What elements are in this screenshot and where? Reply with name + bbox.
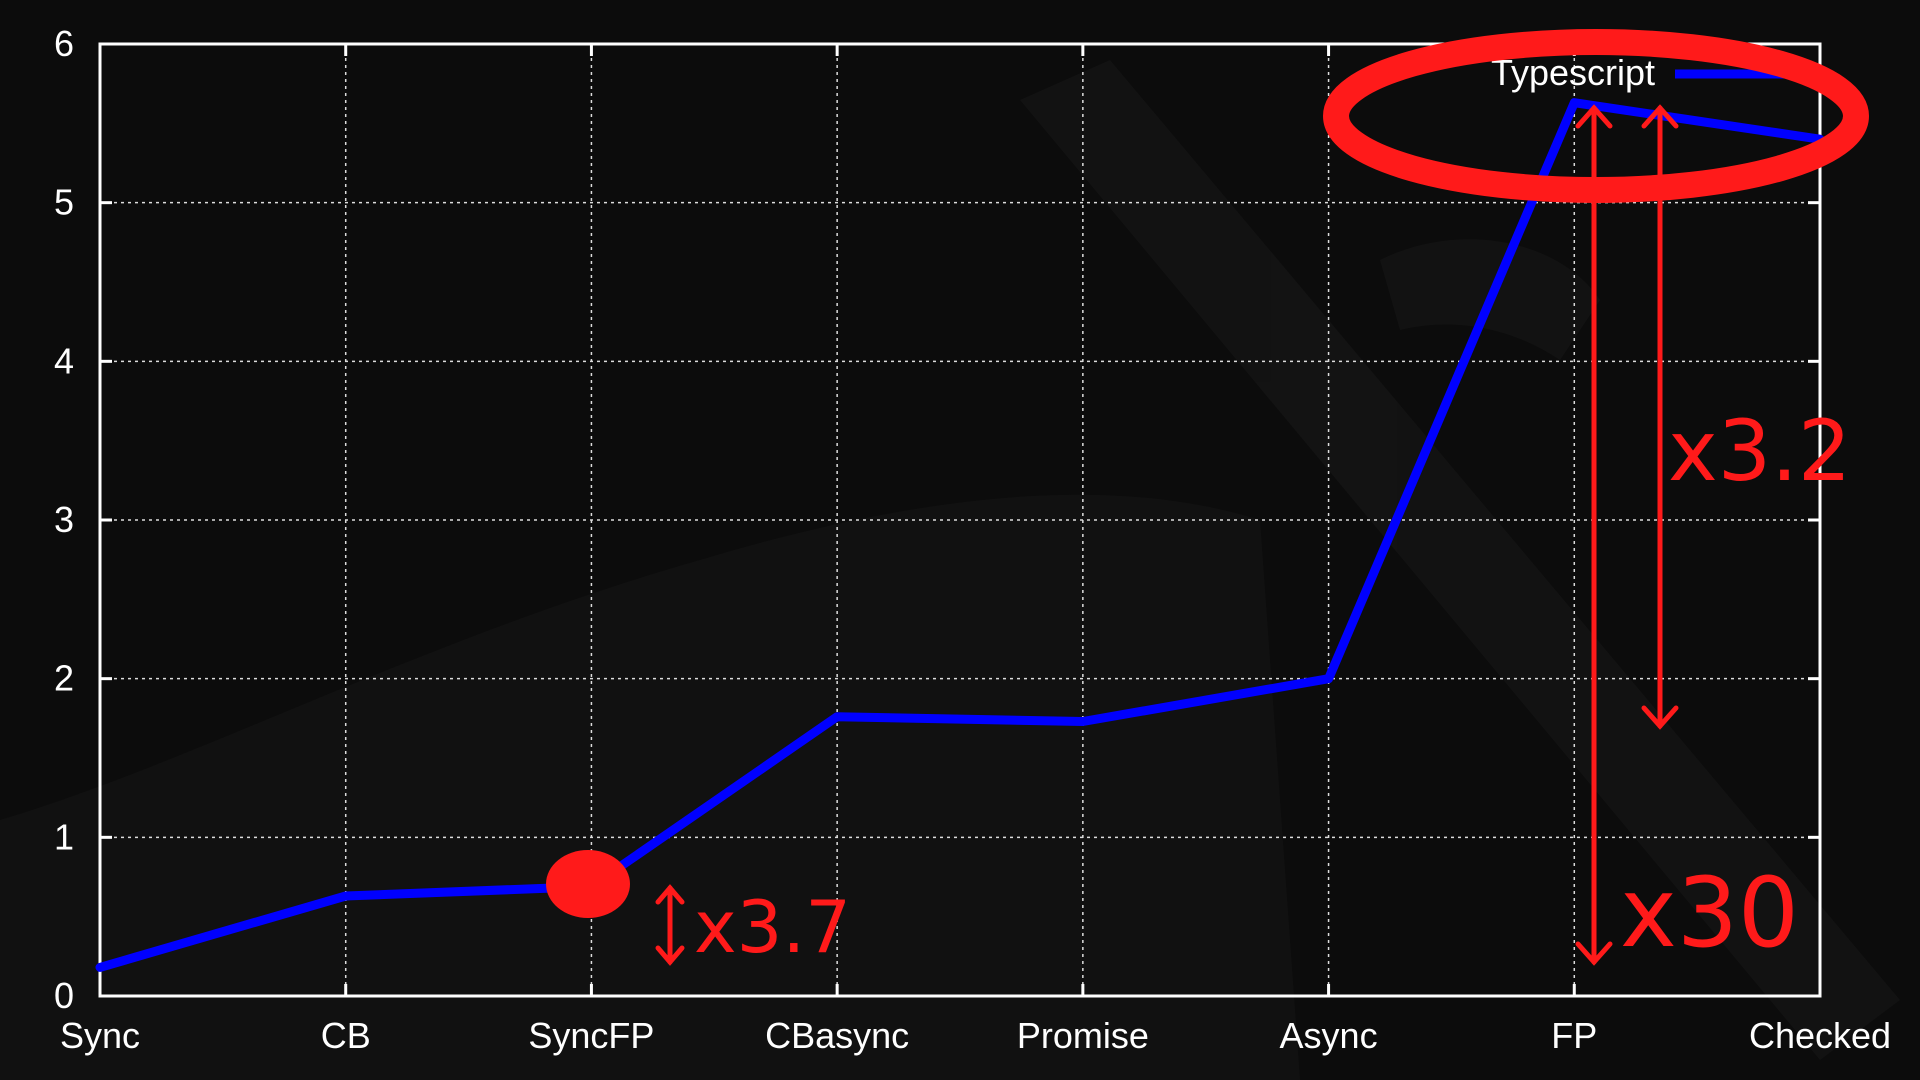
y-tick-label: 2: [54, 658, 74, 699]
arrow-x30: [1575, 104, 1613, 966]
highlight-circle-syncfp: [546, 850, 630, 918]
x-tick-label-syncfp: SyncFP: [528, 1015, 654, 1056]
x-tick-label-cbasync: CBasync: [765, 1015, 909, 1056]
background-photo: [0, 60, 1900, 1080]
annotation-x3.7: x3.7: [694, 885, 851, 969]
y-tick-label: 3: [54, 499, 74, 540]
y-axis-tick-labels: 0 1 2 3 4 5 6: [54, 23, 74, 1016]
axis-ticks: [98, 42, 1822, 998]
arrow-x3.7: [655, 884, 685, 966]
x-tick-label-fp: FP: [1551, 1015, 1597, 1056]
y-tick-label: 0: [54, 975, 74, 1016]
grid-lines: [100, 44, 1820, 996]
x-tick-label-checked: Checked: [1749, 1015, 1891, 1056]
x-tick-label-sync: Sync: [60, 1015, 140, 1056]
x-tick-label-promise: Promise: [1017, 1015, 1149, 1056]
y-tick-label: 1: [54, 816, 74, 857]
x-tick-label-async: Async: [1280, 1015, 1378, 1056]
arrow-x3.2: [1641, 104, 1679, 730]
legend-label-typescript: Typescript: [1491, 52, 1655, 93]
x-tick-label-cb: CB: [321, 1015, 371, 1056]
annotations: x3.7 x3.2 x30: [546, 29, 1869, 969]
y-tick-label: 5: [54, 182, 74, 223]
annotation-x3.2: x3.2: [1668, 402, 1851, 500]
legend: Typescript: [1491, 52, 1805, 93]
y-tick-label: 6: [54, 23, 74, 64]
y-tick-label: 4: [54, 340, 74, 381]
annotation-x30: x30: [1620, 857, 1799, 969]
x-axis-tick-labels: Sync CB SyncFP CBasync Promise Async FP Checked: [60, 1015, 1891, 1056]
